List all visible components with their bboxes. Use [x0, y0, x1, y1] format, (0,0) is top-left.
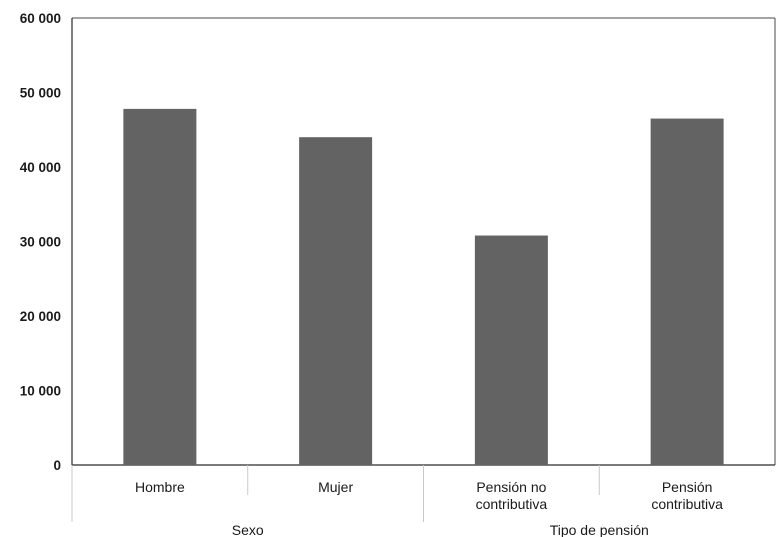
bar [650, 118, 724, 465]
x-tick-label: Mujer [318, 479, 353, 495]
bar [123, 108, 197, 465]
x-axis: Hombre Mujer Pensión no contributivaPensión… [71, 465, 723, 537]
x-tick-label-line: contributiva [476, 496, 548, 512]
x-tick-label-line: Hombre [135, 479, 185, 495]
x-tick-label: Pensión no contributiva [476, 479, 548, 512]
y-tick-label: 0 [53, 458, 61, 473]
x-tick-label-line: contributiva [651, 496, 723, 512]
y-axis: 0 10 000 20 000 30 000 40 000 50 000 60 000 [20, 11, 61, 473]
bar [474, 235, 548, 465]
x-tick-label-line: Pensión no [476, 479, 546, 495]
y-tick-label: 50 000 [20, 86, 61, 101]
group-label: Sexo [232, 522, 264, 537]
x-tick-label: Hombre [135, 479, 185, 495]
y-tick-label: 20 000 [20, 309, 61, 324]
y-tick-label: 60 000 [20, 11, 61, 26]
x-tick-label: Pensión contributiva [651, 479, 723, 512]
bar-series [123, 108, 724, 465]
y-tick-label: 40 000 [20, 160, 61, 175]
x-tick-label-line: Pensión [662, 479, 713, 495]
group-label: Tipo de pensión [550, 522, 649, 537]
y-tick-label: 10 000 [20, 384, 61, 399]
bar [299, 137, 373, 465]
x-tick-label-line: Mujer [318, 479, 353, 495]
y-tick-label: 30 000 [20, 235, 61, 250]
